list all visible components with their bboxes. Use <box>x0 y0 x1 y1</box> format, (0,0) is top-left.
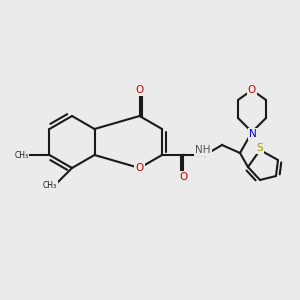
Text: CH₃: CH₃ <box>43 181 57 190</box>
Text: O: O <box>179 172 187 182</box>
Text: O: O <box>135 85 144 95</box>
Text: O: O <box>135 163 144 173</box>
Text: N: N <box>249 129 257 139</box>
Text: NH: NH <box>195 145 211 155</box>
Text: CH₃: CH₃ <box>14 151 28 160</box>
Text: S: S <box>257 143 263 153</box>
Text: O: O <box>248 85 256 95</box>
